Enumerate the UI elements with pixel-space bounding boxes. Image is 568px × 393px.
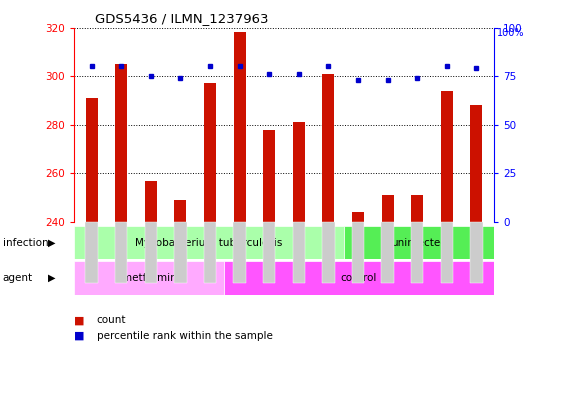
Bar [411, 195, 423, 222]
Bar [115, 64, 127, 222]
Bar [224, 261, 494, 295]
Bar [74, 261, 224, 295]
Bar [323, 74, 335, 222]
Bar [264, 130, 275, 222]
Text: uninfected: uninfected [391, 238, 447, 248]
Text: count: count [97, 315, 126, 325]
Text: GDS5436 / ILMN_1237963: GDS5436 / ILMN_1237963 [95, 12, 268, 25]
Bar [382, 195, 394, 222]
Text: percentile rank within the sample: percentile rank within the sample [97, 331, 273, 341]
Bar [441, 91, 453, 222]
Bar [174, 200, 186, 222]
Bar [352, 212, 364, 222]
Bar [145, 181, 157, 222]
Text: Mycobacterium tuberculosis: Mycobacterium tuberculosis [135, 238, 283, 248]
Bar [233, 32, 245, 222]
Text: ■: ■ [74, 315, 84, 325]
Bar [204, 83, 216, 222]
Bar [74, 226, 344, 259]
Text: control: control [341, 273, 377, 283]
Text: 100%: 100% [497, 28, 524, 37]
Bar [470, 105, 482, 222]
Text: ▶: ▶ [48, 238, 56, 248]
Text: agent: agent [3, 273, 33, 283]
Text: infection: infection [3, 238, 48, 248]
Text: ■: ■ [74, 331, 84, 341]
Text: metformin: metformin [122, 273, 176, 283]
Bar [344, 226, 494, 259]
Bar [86, 98, 98, 222]
Text: ▶: ▶ [48, 273, 56, 283]
Bar [293, 122, 304, 222]
